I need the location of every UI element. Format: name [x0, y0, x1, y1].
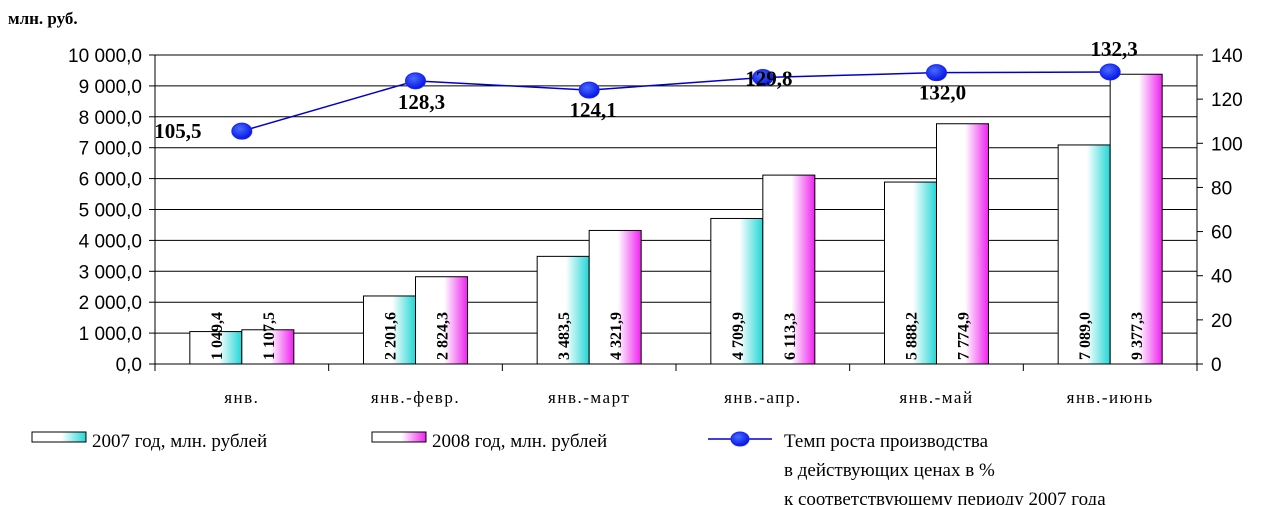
y-left-tick-label: 7 000,0 [79, 139, 142, 160]
legend-marker-growth [730, 431, 750, 447]
legend-label-growth-line: к соответствующему периоду 2007 года [784, 489, 1106, 505]
bar-2008 [588, 229, 642, 365]
growth-value-label: 105,5 [154, 119, 201, 143]
growth-line: 105,5 128,3 124,1 129,8 132,0 132,3 [154, 37, 1138, 143]
y-right-tick-label: 120 [1211, 90, 1243, 111]
bar-2007-value-label: 1 049,4 [209, 312, 226, 360]
bar-2008 [762, 174, 816, 365]
bar-2007 [884, 181, 937, 365]
growth-marker [926, 64, 947, 82]
y-left-tick-label: 10 000,0 [68, 46, 142, 67]
bars: 1 049,4 1 107,5 2 201,6 2 824,3 3 483,5 4 321… [189, 73, 1163, 365]
y-left-tick-label: 8 000,0 [79, 108, 142, 129]
bar-2008-value-label: 1 107,5 [261, 312, 278, 360]
y-left-tick-label: 2 000,0 [79, 293, 142, 314]
y-left-tick-label: 4 000,0 [79, 231, 142, 252]
bar-2007 [710, 217, 764, 365]
x-category-label: янв.-июнь [1067, 388, 1154, 407]
growth-value-label: 129,8 [745, 67, 792, 91]
bar-2008 [241, 329, 295, 365]
legend-label-growth-line: Темп роста производства [784, 431, 989, 452]
x-category-label: янв.-май [899, 388, 973, 407]
legend-swatch-2008 [371, 431, 427, 443]
y-left-tick-label: 9 000,0 [79, 77, 142, 98]
x-category-label: янв.-апр. [724, 388, 802, 407]
growth-marker [578, 81, 600, 99]
y-right-tick-label: 60 [1211, 223, 1232, 244]
y-left-tick-label: 1 000,0 [79, 324, 142, 345]
y-left-tick-label: 3 000,0 [79, 262, 142, 283]
bar-2008-value-label: 4 321,9 [608, 312, 625, 360]
growth-value-label: 124,1 [570, 98, 617, 122]
growth-marker [1099, 63, 1121, 81]
growth-value-label: 128,3 [398, 90, 445, 114]
y-right-tick-label: 40 [1211, 267, 1232, 288]
x-category-label: янв.-март [548, 388, 630, 407]
growth-value-label: 132,3 [1091, 37, 1138, 61]
legend-label-growth-line: в действующих ценах в % [784, 460, 995, 481]
growth-value-label: 132,0 [919, 81, 966, 105]
y-left-tick-label: 5 000,0 [79, 201, 142, 222]
y-right-tick-label: 80 [1211, 178, 1232, 199]
bar-2007 [189, 331, 243, 365]
bar-2007-value-label: 7 089,0 [1077, 312, 1094, 360]
bar-2008 [1109, 73, 1163, 365]
y-right-tick-label: 0 [1211, 355, 1222, 376]
y-right-tick-label: 100 [1211, 134, 1243, 155]
bar-2007-value-label: 3 483,5 [556, 312, 573, 360]
y-unit-label: млн. руб. [8, 9, 78, 28]
growth-marker [405, 72, 426, 90]
bar-2007-value-label: 4 709,9 [730, 312, 747, 360]
y-right-tick-label: 20 [1211, 311, 1232, 332]
legend: 2007 год, млн. рублей 2008 год, млн. рубл… [31, 431, 1106, 505]
bar-2008-value-label: 2 824,3 [435, 312, 452, 360]
legend-label-2007: 2007 год, млн. рублей [92, 431, 267, 452]
y-left-tick-label: 6 000,0 [79, 170, 142, 191]
axes: 0,0 1 000,0 2 000,0 3 000,0 4 000,0 5 000,0 6 … [68, 46, 1243, 407]
y-left-tick-label: 0,0 [116, 355, 142, 376]
bar-2008-value-label: 7 774,9 [956, 312, 973, 360]
x-category-label: янв.-февр. [371, 388, 460, 407]
gridlines [155, 54, 1197, 365]
bar-2008 [415, 276, 468, 365]
growth-marker [231, 122, 253, 140]
bar-2007-value-label: 5 888,2 [904, 312, 921, 360]
bar-2008 [936, 123, 989, 365]
bar-2007 [536, 255, 590, 365]
legend-swatch-2007 [31, 431, 87, 443]
bar-2007-value-label: 2 201,6 [383, 312, 400, 360]
growth-marker [752, 69, 774, 87]
growth-polyline [241, 71, 1111, 132]
x-category-label: янв. [224, 388, 259, 407]
bar-2008-value-label: 6 113,3 [782, 313, 799, 360]
bar-2007 [1057, 144, 1111, 365]
bar-2008-value-label: 9 377,3 [1129, 312, 1146, 360]
y-right-tick-label: 140 [1211, 46, 1243, 67]
legend-label-2008: 2008 год, млн. рублей [432, 431, 607, 452]
